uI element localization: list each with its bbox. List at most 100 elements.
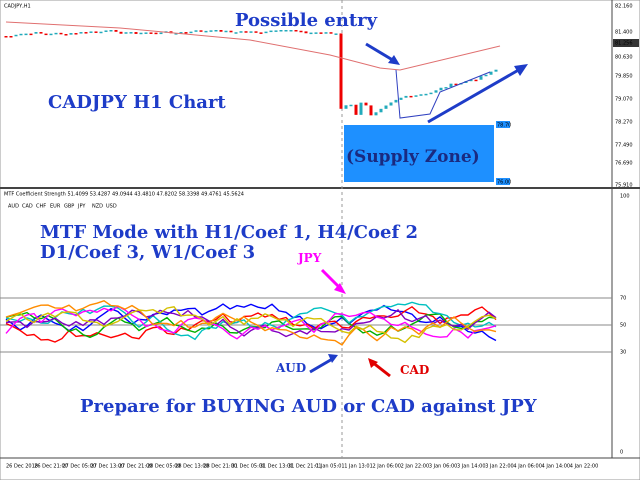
candle [274, 30, 278, 32]
candle [299, 30, 303, 33]
candle [119, 31, 123, 34]
annotation: CAD [400, 363, 429, 377]
candle [494, 69, 498, 72]
annotation: Possible entry [235, 10, 378, 31]
candle [394, 99, 398, 103]
candle [339, 33, 343, 109]
indicator-axis-label: 50 [620, 323, 626, 329]
candle [179, 32, 183, 34]
candle [139, 32, 143, 35]
time-label: 28 Dec 05:00 [147, 464, 181, 470]
candle [349, 104, 353, 107]
candle [184, 32, 188, 34]
candle [389, 102, 393, 106]
legend-entry: EUR [50, 204, 61, 210]
annotation: AUD [275, 361, 306, 375]
candle [249, 31, 253, 33]
supply-zone [344, 125, 494, 182]
ma-line [5, 21, 501, 71]
price-label: 80.630 [615, 55, 633, 61]
candle [259, 32, 263, 34]
legend-entry: NZD [92, 204, 103, 210]
candle [149, 32, 153, 34]
indicator-axis-label: 30 [620, 350, 626, 356]
candle [304, 31, 308, 34]
time-label: 28 Dec 13:00 [175, 464, 209, 470]
candle [214, 30, 218, 32]
indicator-axis-label: 100 [620, 194, 630, 200]
legend-entry: CAD [22, 204, 33, 210]
candle [364, 102, 368, 106]
candle [69, 33, 73, 35]
candle [424, 93, 428, 96]
time-label: 4 Jan 22:00 [570, 464, 598, 470]
candle [209, 30, 213, 32]
annotation: Prepare for BUYING AUD or CAD against JP… [80, 396, 538, 417]
time-label: 3 Jan 06:00 [429, 464, 457, 470]
candle [484, 74, 488, 77]
candle [124, 32, 128, 34]
candle [419, 94, 423, 96]
candle [74, 33, 78, 35]
candle [404, 95, 408, 98]
strength-line [5, 300, 497, 346]
candle [454, 83, 458, 86]
annotation: MTF Mode with H1/Coef 1, H4/Coef 2 [40, 222, 418, 243]
candle [369, 105, 373, 116]
legend-entry: CHF [36, 204, 46, 210]
candle [44, 33, 48, 36]
candle [134, 32, 138, 34]
candle [59, 32, 63, 35]
candle [129, 32, 133, 34]
candle [269, 30, 273, 33]
time-label: 2 Jan 22:00 [401, 464, 429, 470]
time-label: 2 Jan 06:00 [372, 464, 400, 470]
candle [434, 90, 438, 93]
candle [284, 30, 288, 32]
candle [64, 34, 68, 36]
time-label: 31 Dec 13:01 [260, 464, 294, 470]
candle [159, 32, 163, 35]
strength-line [5, 303, 497, 342]
time-label: 1 Jan 05:01 [316, 464, 344, 470]
time-label: 26 Dec 21:00 [34, 464, 68, 470]
candle [144, 32, 148, 34]
candle [319, 32, 323, 34]
candle [29, 33, 33, 36]
time-label: 3 Jan 22:00 [485, 464, 513, 470]
candle [4, 36, 8, 38]
candle [254, 31, 258, 33]
indicator-axis-label: 70 [620, 296, 626, 302]
candle [219, 30, 223, 32]
candle [489, 71, 493, 75]
candle [449, 83, 453, 88]
candle [34, 32, 38, 34]
candle [409, 95, 413, 98]
candle [189, 31, 193, 34]
candle [9, 36, 13, 38]
candle [229, 30, 233, 33]
ma-line [395, 69, 491, 119]
price-label: 79.850 [615, 74, 633, 80]
candle [429, 92, 433, 95]
price-label: 81.400 [615, 30, 633, 36]
candle [479, 76, 483, 80]
price-label: 79.070 [615, 97, 633, 103]
candle [469, 79, 473, 82]
price-label: 75.910 [615, 183, 633, 189]
legend-entry: AUD [8, 204, 19, 210]
candle [54, 32, 58, 35]
candle [199, 30, 203, 32]
candle [154, 32, 158, 35]
time-label: 27 Dec 21:00 [119, 464, 153, 470]
strength-line [5, 306, 497, 344]
candle [289, 30, 293, 32]
candle [314, 32, 318, 34]
candle [204, 30, 208, 33]
strength-line [5, 305, 497, 340]
candle [94, 31, 98, 33]
price-label: 77.490 [615, 143, 633, 149]
candle [264, 31, 268, 34]
candle [329, 32, 333, 34]
